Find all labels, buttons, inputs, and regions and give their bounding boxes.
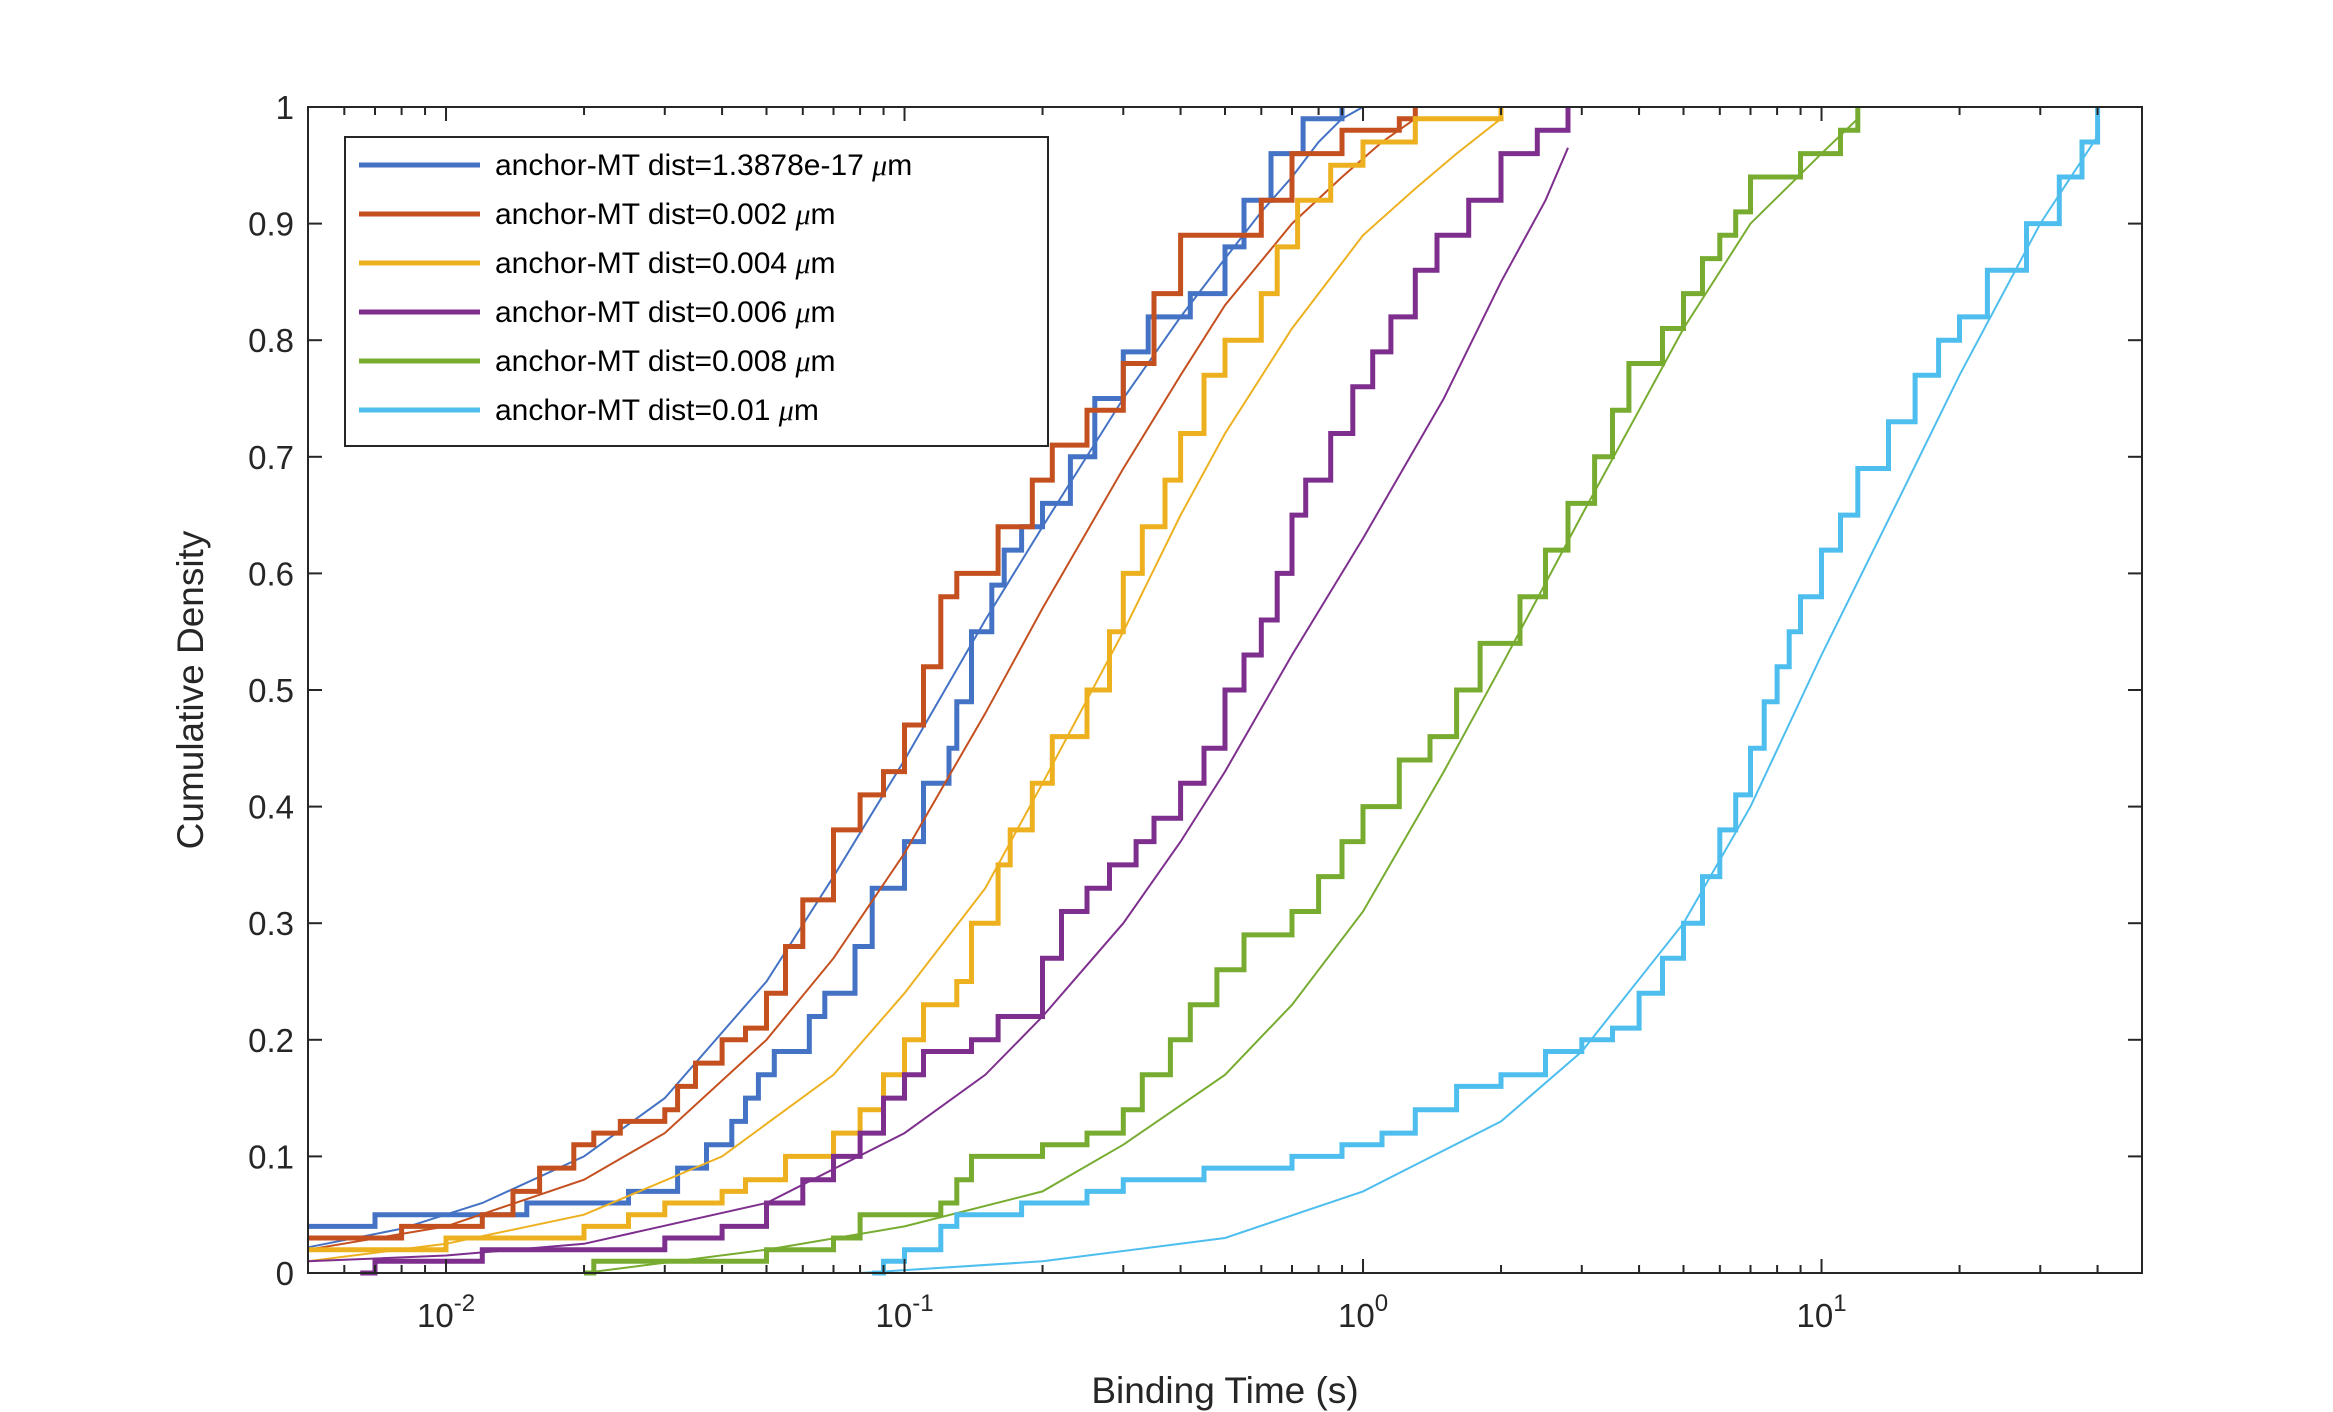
x-tick-label: 101	[1796, 1290, 1846, 1334]
series-4-fit-curve	[307, 147, 1569, 1263]
y-tick-label: 0	[276, 1255, 294, 1292]
series-1-fit-curve	[307, 106, 1364, 1249]
legend-entry: anchor-MT dist=0.002 μm	[495, 198, 836, 231]
legend-entry: anchor-MT dist=0.008 μm	[495, 345, 836, 378]
legend-box	[344, 136, 1049, 447]
y-axis-title: Cumulative Density	[170, 530, 211, 849]
tick-layer: 0 0.1 0.2 0.3 0.4 0.5 0.6 0.7 0.8 0.9 1 10-2 10-1 100…	[248, 89, 2143, 1334]
x-tick-label: 10-2	[417, 1290, 475, 1334]
series-4-ecdf-line	[360, 107, 1571, 1276]
y-tick-label: 0.2	[248, 1022, 294, 1059]
series-1-ecdf-line	[308, 107, 1345, 1229]
y-tick-label: 1	[276, 89, 294, 126]
y-tick-label: 0.1	[248, 1138, 294, 1175]
series-5-ecdf-line	[584, 107, 1861, 1276]
series-3-fit-curve	[307, 117, 1502, 1263]
legend-entry: anchor-MT dist=0.006 μm	[495, 296, 836, 329]
y-tick-label: 0.6	[248, 555, 294, 592]
y-tick-label: 0.5	[248, 672, 294, 709]
plot-frame	[307, 106, 2143, 1274]
series-3-ecdf-line	[308, 107, 1504, 1253]
series-5-fit-curve	[583, 117, 1859, 1274]
x-tick-label: 100	[1338, 1290, 1388, 1334]
legend-entry: anchor-MT dist=0.004 μm	[495, 247, 836, 280]
series-2-ecdf-line	[308, 107, 1418, 1241]
x-tick-label: 10-1	[875, 1290, 933, 1334]
y-tick-label: 0.7	[248, 439, 294, 476]
series-6-ecdf-line	[872, 107, 2101, 1276]
legend-entry: anchor-MT dist=1.3878e-17 μm	[495, 149, 912, 182]
x-axis-title: Binding Time (s)	[1091, 1370, 1358, 1411]
legend: anchor-MT dist=1.3878e-17 μm anchor-MT di…	[344, 136, 1049, 447]
y-tick-label: 0.9	[248, 206, 294, 243]
y-tick-label: 0.3	[248, 905, 294, 942]
y-tick-label: 0.4	[248, 789, 294, 826]
series-layer	[307, 106, 2101, 1276]
y-tick-label: 0.8	[248, 322, 294, 359]
legend-entry: anchor-MT dist=0.01 μm	[495, 394, 819, 427]
